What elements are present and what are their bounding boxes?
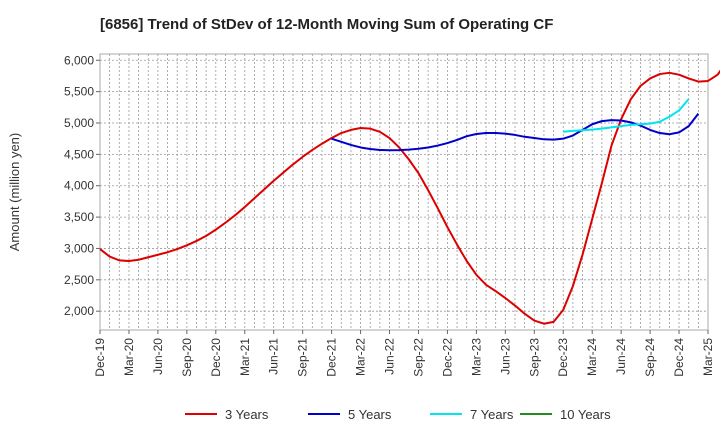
x-tick-label: Jun-21 <box>267 338 281 375</box>
series-line-7-years <box>563 98 690 133</box>
y-tick-label: 5,500 <box>64 85 94 99</box>
series-line-3-years <box>99 69 720 325</box>
y-tick-label: 6,000 <box>64 53 94 67</box>
legend: 3 Years 5 Years 7 Years 10 Years <box>185 407 611 422</box>
x-tick-label: Sep-20 <box>180 338 194 377</box>
y-tick-label: 3,000 <box>64 241 94 255</box>
legend-label: 7 Years <box>470 407 514 422</box>
x-tick-label: Mar-24 <box>585 338 599 376</box>
legend-label: 5 Years <box>348 407 392 422</box>
x-tick-label: Jun-22 <box>383 338 397 375</box>
x-tick-label: Jun-20 <box>151 338 165 375</box>
legend-label: 3 Years <box>225 407 269 422</box>
y-tick-label: 4,500 <box>64 147 94 161</box>
x-tick-label: Mar-20 <box>122 338 136 376</box>
y-tick-label: 2,000 <box>64 304 94 318</box>
x-tick-label: Mar-25 <box>701 338 715 376</box>
y-axis: 2,000 2,500 3,000 3,500 4,000 4,500 5,000 5,500… <box>64 53 100 318</box>
x-tick-label: Jun-24 <box>614 338 628 375</box>
y-tick-label: 3,500 <box>64 210 94 224</box>
x-tick-label: Dec-19 <box>93 338 107 377</box>
x-tick-label: Dec-21 <box>325 338 339 377</box>
x-tick-label: Sep-21 <box>296 338 310 377</box>
chart-title: [6856] Trend of StDev of 12-Month Moving… <box>100 16 553 33</box>
y-tick-label: 4,000 <box>64 179 94 193</box>
x-axis: Dec-19 Mar-20 Jun-20 Sep-20 Dec-20 Mar-21 Jun-… <box>93 330 715 377</box>
x-tick-label: Jun-23 <box>498 338 512 375</box>
x-tick-label: Mar-23 <box>469 338 483 376</box>
x-tick-label: Sep-22 <box>411 338 425 377</box>
x-tick-label: Mar-22 <box>354 338 368 376</box>
y-tick-label: 2,500 <box>64 273 94 287</box>
plot-area <box>99 53 709 331</box>
legend-label: 10 Years <box>560 407 611 422</box>
x-tick-label: Sep-24 <box>643 338 657 377</box>
series-lines <box>99 69 720 325</box>
x-tick-label: Dec-24 <box>672 338 686 377</box>
x-tick-label: Dec-20 <box>209 338 223 377</box>
x-tick-label: Sep-23 <box>527 338 541 377</box>
x-tick-label: Mar-21 <box>238 338 252 376</box>
y-tick-label: 5,000 <box>64 116 94 130</box>
x-tick-label: Dec-22 <box>440 338 454 377</box>
x-tick-label: Dec-23 <box>556 338 570 377</box>
y-axis-label: Amount (million yen) <box>7 133 22 252</box>
